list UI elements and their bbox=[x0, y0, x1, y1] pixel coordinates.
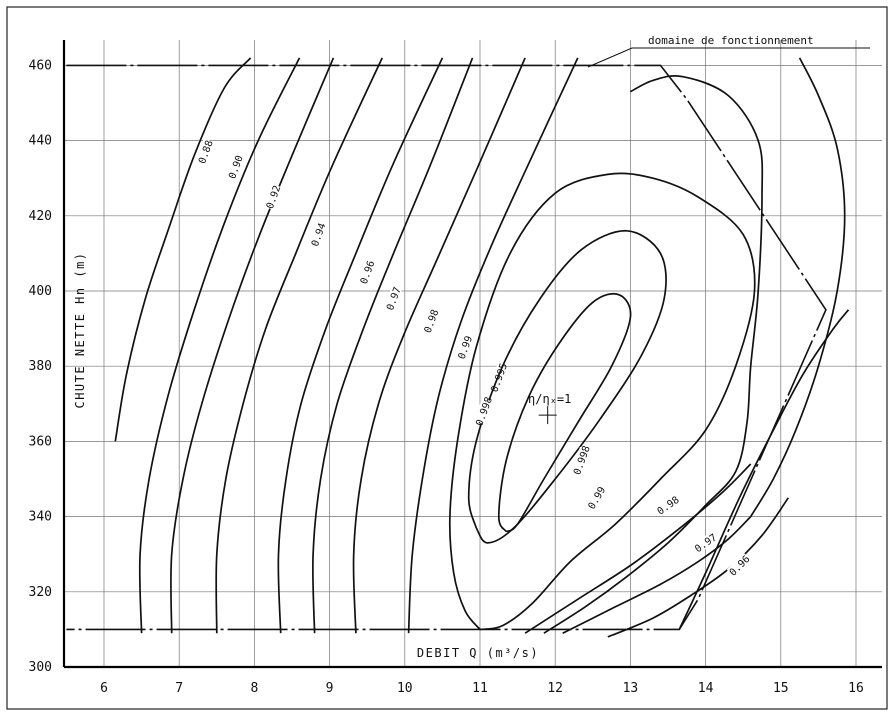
chart-frame bbox=[6, 6, 888, 710]
contour-label: 0.96 bbox=[728, 554, 753, 579]
contour-0.96 bbox=[607, 497, 789, 638]
y-tick-label: 400 bbox=[29, 284, 52, 299]
axes bbox=[62, 40, 882, 669]
y-tick-label: 460 bbox=[29, 58, 52, 73]
grid bbox=[64, 40, 882, 668]
contour-label: 0.97 bbox=[385, 286, 404, 312]
contour-label: 0.98 bbox=[423, 308, 442, 334]
x-axis-label: DEBIT Q (m³/s) bbox=[417, 646, 539, 660]
operating-domain-line bbox=[66, 64, 827, 631]
contour-0.995 bbox=[448, 172, 756, 631]
y-tick-label: 420 bbox=[29, 209, 52, 224]
x-tick-label: 6 bbox=[100, 681, 108, 696]
contour-label-bg bbox=[654, 493, 681, 517]
contour-label: 0.99 bbox=[457, 335, 476, 361]
contour-0.96 bbox=[277, 57, 444, 634]
x-tick-label: 12 bbox=[547, 681, 563, 696]
best-point-label: η/ηₓ=1 bbox=[528, 392, 571, 406]
x-tick-label: 15 bbox=[773, 681, 789, 696]
x-tick-label: 16 bbox=[848, 681, 864, 696]
y-tick-label: 440 bbox=[29, 134, 52, 149]
contour-label-bg bbox=[455, 334, 474, 361]
x-tick-label: 10 bbox=[397, 681, 413, 696]
contour-label-bg bbox=[421, 307, 440, 335]
contour-0.99 bbox=[407, 57, 579, 634]
contour-label-bg bbox=[585, 484, 607, 511]
y-tick-label: 380 bbox=[29, 359, 52, 374]
y-tick-label: 340 bbox=[29, 510, 52, 525]
x-tick-label: 11 bbox=[472, 681, 488, 696]
x-tick-label: 14 bbox=[698, 681, 714, 696]
contour-0.88 bbox=[114, 57, 252, 442]
y-tick-label: 300 bbox=[29, 660, 52, 675]
contour-0.98 bbox=[352, 57, 526, 634]
y-tick-label: 320 bbox=[29, 585, 52, 600]
contour-label-bg bbox=[263, 183, 283, 210]
annotations: domaine de fonctionnement η/ηₓ=1 bbox=[528, 34, 870, 425]
contour-label: 0.96 bbox=[359, 259, 378, 285]
domain-annotation: domaine de fonctionnement bbox=[648, 34, 814, 47]
contour-label-bg bbox=[692, 531, 719, 554]
contour-0.98 bbox=[524, 463, 752, 634]
contours: 0.880.900.920.940.960.970.980.990.980.97… bbox=[114, 57, 850, 638]
tick-labels: 6 7 8 9 10 11 12 13 14 15 16 300 320 340 360 380 400 420 4… bbox=[29, 58, 864, 696]
contour-label-bg bbox=[571, 446, 591, 474]
domain-boundary bbox=[66, 64, 827, 631]
contour-label-bg bbox=[225, 153, 245, 180]
contour-label: 0.94 bbox=[310, 222, 329, 248]
contour-label-bg bbox=[383, 285, 403, 312]
contour-label: 0.92 bbox=[265, 184, 284, 210]
x-tick-label: 8 bbox=[250, 681, 258, 696]
contour-label-bg bbox=[357, 258, 377, 286]
contour-label-bg bbox=[474, 397, 493, 425]
closed-contour-0.998 bbox=[497, 292, 632, 533]
outer-contour-unlabeled bbox=[749, 57, 846, 518]
contour-0.97 bbox=[562, 516, 752, 634]
domain-leader-line bbox=[587, 47, 870, 68]
contour-label-bg bbox=[726, 552, 752, 578]
right-contour-unlabeled bbox=[678, 309, 850, 630]
contour-0.90 bbox=[138, 57, 301, 634]
x-tick-label: 13 bbox=[623, 681, 639, 696]
contour-0.94 bbox=[215, 57, 383, 634]
y-axis-label: CHUTE NETTE Hn (m) bbox=[73, 251, 87, 408]
closed-contour-0.99 bbox=[543, 75, 764, 634]
contour-0.92 bbox=[170, 57, 335, 634]
x-tick-label: 7 bbox=[175, 681, 183, 696]
contour-label-bg bbox=[308, 221, 328, 248]
contour-label-bg bbox=[195, 138, 215, 165]
x-tick-label: 9 bbox=[326, 681, 334, 696]
y-tick-label: 360 bbox=[29, 434, 52, 449]
contour-0.97 bbox=[312, 57, 474, 634]
